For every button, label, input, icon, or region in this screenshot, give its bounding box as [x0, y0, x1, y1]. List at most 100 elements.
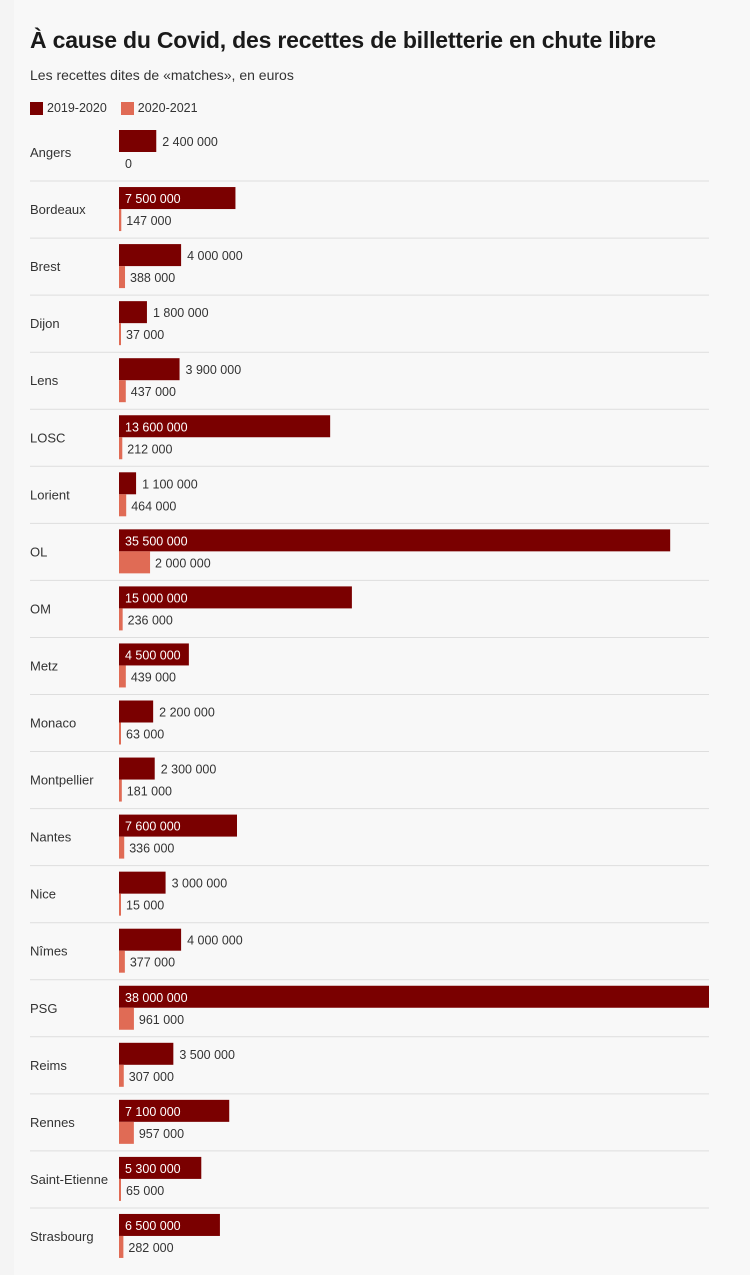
bar-2019-2020 [119, 187, 236, 210]
data-label-2019-2020: 5 300 000 [125, 1162, 181, 1176]
bar-2020-2021 [119, 551, 151, 574]
bar-2019-2020 [119, 643, 189, 666]
bar-2019-2020 [119, 928, 182, 951]
legend-swatch-2020-2021 [120, 101, 134, 115]
data-label-2020-2021: 437 000 [131, 385, 176, 399]
bar-2019-2020 [119, 985, 709, 1008]
data-label-2020-2021: 957 000 [139, 1127, 184, 1141]
data-label-2019-2020: 35 500 000 [125, 534, 188, 548]
data-label-2020-2021: 147 000 [126, 214, 171, 228]
bar-2019-2020 [119, 1042, 174, 1065]
bar-2020-2021 [119, 1121, 134, 1144]
chart-subtitle: Les recettes dites de «matches», en euro… [30, 67, 294, 83]
data-label-2019-2020: 3 000 000 [172, 877, 228, 891]
bar-2020-2021 [119, 323, 121, 346]
category-label: Lorient [30, 487, 70, 502]
data-label-2020-2021: 236 000 [128, 613, 173, 627]
category-label: PSG [30, 1001, 57, 1016]
category-label: Saint-Etienne [30, 1172, 108, 1187]
chart-legend: 2019-2020 2020-2021 [30, 100, 212, 116]
bar-2019-2020 [119, 871, 166, 894]
bar-2019-2020 [119, 1156, 202, 1179]
data-label-2020-2021: 439 000 [131, 670, 176, 684]
category-label: Monaco [30, 716, 76, 731]
bar-2019-2020 [119, 814, 237, 837]
data-label-2019-2020: 38 000 000 [125, 991, 188, 1005]
bar-2020-2021 [119, 1064, 124, 1087]
bar-2020-2021 [119, 266, 126, 289]
data-label-2020-2021: 212 000 [127, 442, 172, 456]
bar-2020-2021 [119, 836, 125, 859]
data-label-2019-2020: 4 000 000 [187, 249, 243, 263]
data-label-2019-2020: 1 100 000 [142, 477, 198, 491]
bar-2020-2021 [119, 1007, 134, 1030]
legend-swatch-2019-2020 [30, 101, 43, 115]
category-label: Nantes [30, 830, 72, 845]
data-label-2020-2021: 0 [125, 157, 132, 171]
category-label: Dijon [30, 316, 60, 331]
data-label-2019-2020: 7 100 000 [125, 1105, 181, 1119]
data-label-2019-2020: 3 500 000 [179, 1048, 235, 1062]
bar-2020-2021 [119, 209, 122, 232]
data-label-2020-2021: 2 000 000 [155, 556, 211, 570]
bar-2019-2020 [119, 244, 182, 267]
data-label-2020-2021: 15 000 [126, 899, 164, 913]
bar-2019-2020 [119, 529, 671, 552]
data-label-2019-2020: 7 500 000 [125, 192, 181, 206]
data-label-2019-2020: 2 300 000 [161, 763, 217, 777]
category-label: OL [30, 544, 47, 559]
bar-2020-2021 [119, 494, 127, 517]
data-label-2020-2021: 336 000 [129, 842, 174, 856]
bar-2020-2021 [119, 608, 123, 631]
data-label-2020-2021: 63 000 [126, 728, 164, 742]
chart-title: À cause du Covid, des recettes de billet… [30, 27, 656, 53]
data-label-2019-2020: 15 000 000 [125, 591, 188, 605]
data-label-2020-2021: 961 000 [139, 1013, 184, 1027]
category-label: Strasbourg [30, 1229, 94, 1244]
bar-2019-2020 [119, 1213, 220, 1236]
data-label-2020-2021: 181 000 [127, 785, 172, 799]
data-label-2019-2020: 2 400 000 [162, 135, 218, 149]
data-label-2020-2021: 307 000 [129, 1070, 174, 1084]
data-label-2019-2020: 4 500 000 [125, 648, 181, 662]
bar-2019-2020 [119, 130, 157, 152]
bar-2019-2020 [119, 301, 147, 324]
data-label-2020-2021: 37 000 [126, 328, 164, 342]
bar-2020-2021 [119, 665, 126, 688]
bar-2020-2021 [119, 893, 121, 916]
bar-2020-2021 [119, 437, 123, 460]
data-label-2020-2021: 464 000 [131, 499, 176, 513]
data-label-2019-2020: 13 600 000 [125, 420, 188, 434]
category-label: Nîmes [30, 944, 68, 959]
data-label-2019-2020: 7 600 000 [125, 820, 181, 834]
category-label: LOSC [30, 430, 65, 445]
category-label: OM [30, 601, 51, 616]
category-label: Lens [30, 373, 59, 388]
data-label-2019-2020: 2 200 000 [159, 706, 215, 720]
legend-label-2020-2021: 2020-2021 [137, 101, 198, 115]
category-label: Metz [30, 658, 58, 673]
category-label: Angers [30, 145, 72, 160]
bar-2019-2020 [119, 415, 331, 438]
data-label-2019-2020: 1 800 000 [153, 306, 209, 320]
legend-item-2019-2020: 2019-2020 [30, 101, 107, 115]
category-label: Montpellier [30, 773, 94, 788]
bar-2019-2020 [119, 1099, 230, 1122]
legend-item-2020-2021: 2020-2021 [120, 101, 198, 115]
category-label: Nice [30, 887, 56, 902]
data-label-2019-2020: 4 000 000 [187, 934, 243, 948]
data-label-2020-2021: 282 000 [128, 1241, 173, 1255]
bar-2019-2020 [119, 757, 155, 780]
legend-label-2019-2020: 2019-2020 [47, 101, 107, 115]
bar-2019-2020 [119, 586, 352, 609]
bar-2020-2021 [119, 1235, 124, 1258]
category-label: Brest [30, 259, 61, 274]
bar-2019-2020 [119, 358, 180, 381]
category-label: Reims [30, 1058, 67, 1073]
data-label-2020-2021: 377 000 [130, 956, 175, 970]
data-label-2019-2020: 6 500 000 [125, 1219, 181, 1233]
data-label-2020-2021: 388 000 [130, 271, 175, 285]
bar-2020-2021 [119, 950, 125, 973]
bar-2020-2021 [119, 722, 121, 745]
